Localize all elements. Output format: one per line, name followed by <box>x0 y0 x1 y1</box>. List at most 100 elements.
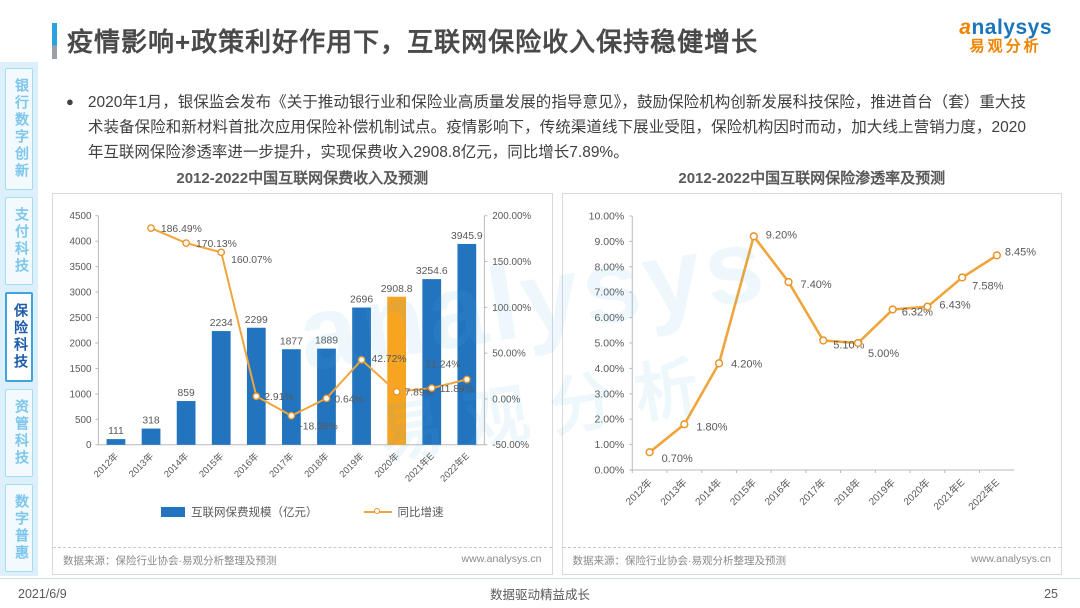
point-label: 0.70% <box>661 453 692 465</box>
sidebar-item-insurance-tech[interactable]: 保险科技 <box>5 292 33 382</box>
bar <box>176 401 196 445</box>
axis-tick-label: 5.00% <box>594 338 624 350</box>
legend-label: 同比增速 <box>397 507 444 519</box>
data-point <box>992 251 1001 260</box>
bar-value-label: 111 <box>108 426 124 437</box>
axis-tick-label: 6.00% <box>594 312 624 324</box>
sidebar: 银行数字创新 支付科技 保险科技 资管科技 数字普惠 <box>0 62 38 576</box>
premium-income-chart-panel: 0 500 1000 1500 2000 2500 3000 3500 4000 4500 -50.… <box>52 193 553 575</box>
bar-value-label: 2908.8 <box>381 284 413 295</box>
bar <box>387 296 407 445</box>
axis-tick-label: 50.00% <box>492 349 526 360</box>
axis-tick-label: 0 <box>86 440 92 451</box>
footer-date: 2021/6/9 <box>18 586 67 601</box>
bar <box>457 243 477 445</box>
premium-income-chart: 0 500 1000 1500 2000 2500 3000 3500 4000 4500 -50.… <box>70 211 532 484</box>
axis-tick-label: 3500 <box>70 262 92 273</box>
point-label: 42.72% <box>371 354 406 365</box>
point-label: 5.00% <box>867 348 898 360</box>
data-point <box>217 248 226 257</box>
x-axis-label: 2020年 <box>372 450 401 479</box>
data-point <box>644 448 654 457</box>
header: 疫情影响+政策利好作用下，互联网保险收入保持稳健增长 analysys 易观分析 <box>52 16 1060 78</box>
charts-area: 2012-2022中国互联网保费收入及预测 0 500 1000 1500 2000 25… <box>52 168 1062 575</box>
x-axis-label: 2022年E <box>438 450 472 484</box>
point-label: 160.07% <box>231 255 272 266</box>
point-label: 2.91% <box>264 392 293 403</box>
data-point <box>427 384 436 392</box>
penetration-chart: 0.00% 1.00% 2.00% 3.00% 4.00% 5.00% 6.00% 7.00%… <box>588 211 1036 513</box>
axis-tick-label: 4.00% <box>594 363 624 375</box>
axis-tick-label: 1500 <box>70 364 92 375</box>
bar <box>141 428 161 445</box>
point-label: 9.20% <box>765 229 796 241</box>
bar <box>211 331 231 445</box>
data-point <box>462 375 471 384</box>
axis-tick-label: 2500 <box>70 313 92 324</box>
point-label: 6.43% <box>939 300 970 312</box>
axis-tick-label: 8.00% <box>594 261 624 273</box>
point-label: 0.64% <box>334 394 363 405</box>
axis-tick-label: 7.00% <box>594 287 624 299</box>
data-point <box>888 305 897 314</box>
axis-tick-label: 3.00% <box>594 388 624 400</box>
axis-tick-label: 2000 <box>70 338 92 349</box>
axis-tick-label: 0.00% <box>594 465 624 477</box>
point-label: 4.20% <box>731 358 762 370</box>
bar-value-label: 1877 <box>280 336 303 347</box>
data-point <box>147 224 155 232</box>
x-axis-label: 2021年E <box>403 450 437 484</box>
logo-wordmark: analysys <box>959 16 1052 39</box>
summary-paragraph: ● 2020年1月，银保监会发布《关于推动银行业和保险业高质量发展的指导意见》，… <box>66 90 1026 165</box>
axis-tick-label: 9.00% <box>594 236 624 248</box>
axis-tick-label: 200.00% <box>492 211 531 222</box>
data-point <box>252 392 261 401</box>
bar <box>352 307 371 445</box>
axis-tick-label: 150.00% <box>492 257 531 268</box>
point-label: 7.40% <box>800 279 831 291</box>
sidebar-item-payment-tech[interactable]: 支付科技 <box>5 197 33 285</box>
data-source: 数据来源：保险行业协会·易观分析整理及预测 <box>63 555 277 567</box>
x-axis-label: 2021年E <box>930 476 967 513</box>
sidebar-item-digital-inclusion[interactable]: 数字普惠 <box>5 484 33 572</box>
data-point <box>818 336 827 345</box>
legend-label: 互联网保费规模（亿元） <box>191 507 318 519</box>
x-axis-label: 2015年 <box>726 476 758 508</box>
logo-swirl-icon: a <box>959 16 972 39</box>
bar-value-label: 3945.9 <box>451 231 483 242</box>
premium-income-chart-column: 2012-2022中国互联网保费收入及预测 0 500 1000 1500 2000 25… <box>52 168 553 575</box>
penetration-chart-column: 2012-2022中国互联网保险渗透率及预测 0.00% 1.00% 2.00% 3.… <box>561 168 1062 575</box>
data-point <box>714 359 723 368</box>
page-title: 疫情影响+政策利好作用下，互联网保险收入保持稳健增长 <box>67 27 759 57</box>
axis-tick-label: 10.00% <box>588 211 624 223</box>
bullet-icon: ● <box>66 94 74 109</box>
x-axis-label: 2016年 <box>761 476 793 508</box>
data-point <box>287 411 296 420</box>
axis-tick-label: 0.00% <box>492 394 520 405</box>
axis-tick-label: 2.00% <box>594 414 624 426</box>
axis-tick-label: -50.00% <box>492 440 529 451</box>
analysys-logo: analysys 易观分析 <box>959 16 1052 56</box>
data-point <box>182 239 190 247</box>
penetration-chart-panel: 0.00% 1.00% 2.00% 3.00% 4.00% 5.00% 6.00% 7.00%… <box>561 193 1062 575</box>
bar-value-label: 2234 <box>210 318 233 329</box>
footer: 2021/6/9 数据驱动精益成长 25 <box>0 578 1080 608</box>
sidebar-item-bank-digital[interactable]: 银行数字创新 <box>5 68 33 190</box>
bar <box>106 439 126 445</box>
data-source: 数据来源：保险行业协会·易观分析整理及预测 <box>572 555 787 567</box>
bar-value-label: 318 <box>142 416 160 427</box>
bar <box>422 279 442 445</box>
x-axis-label: 2019年 <box>865 476 897 508</box>
growth-line <box>150 227 468 417</box>
point-label: 7.58% <box>972 280 1003 292</box>
source-website: www.analysys.cn <box>461 553 542 565</box>
x-axis-label: 2013年 <box>657 476 689 508</box>
data-point <box>749 232 758 241</box>
point-label: 7.89% <box>405 388 434 399</box>
sidebar-item-asset-mgmt-tech[interactable]: 资管科技 <box>5 389 33 477</box>
x-axis-label: 2018年 <box>302 450 331 479</box>
x-axis-label: 2017年 <box>796 476 828 508</box>
point-label: 11.89% <box>440 384 474 395</box>
point-label: 186.49% <box>161 224 202 235</box>
